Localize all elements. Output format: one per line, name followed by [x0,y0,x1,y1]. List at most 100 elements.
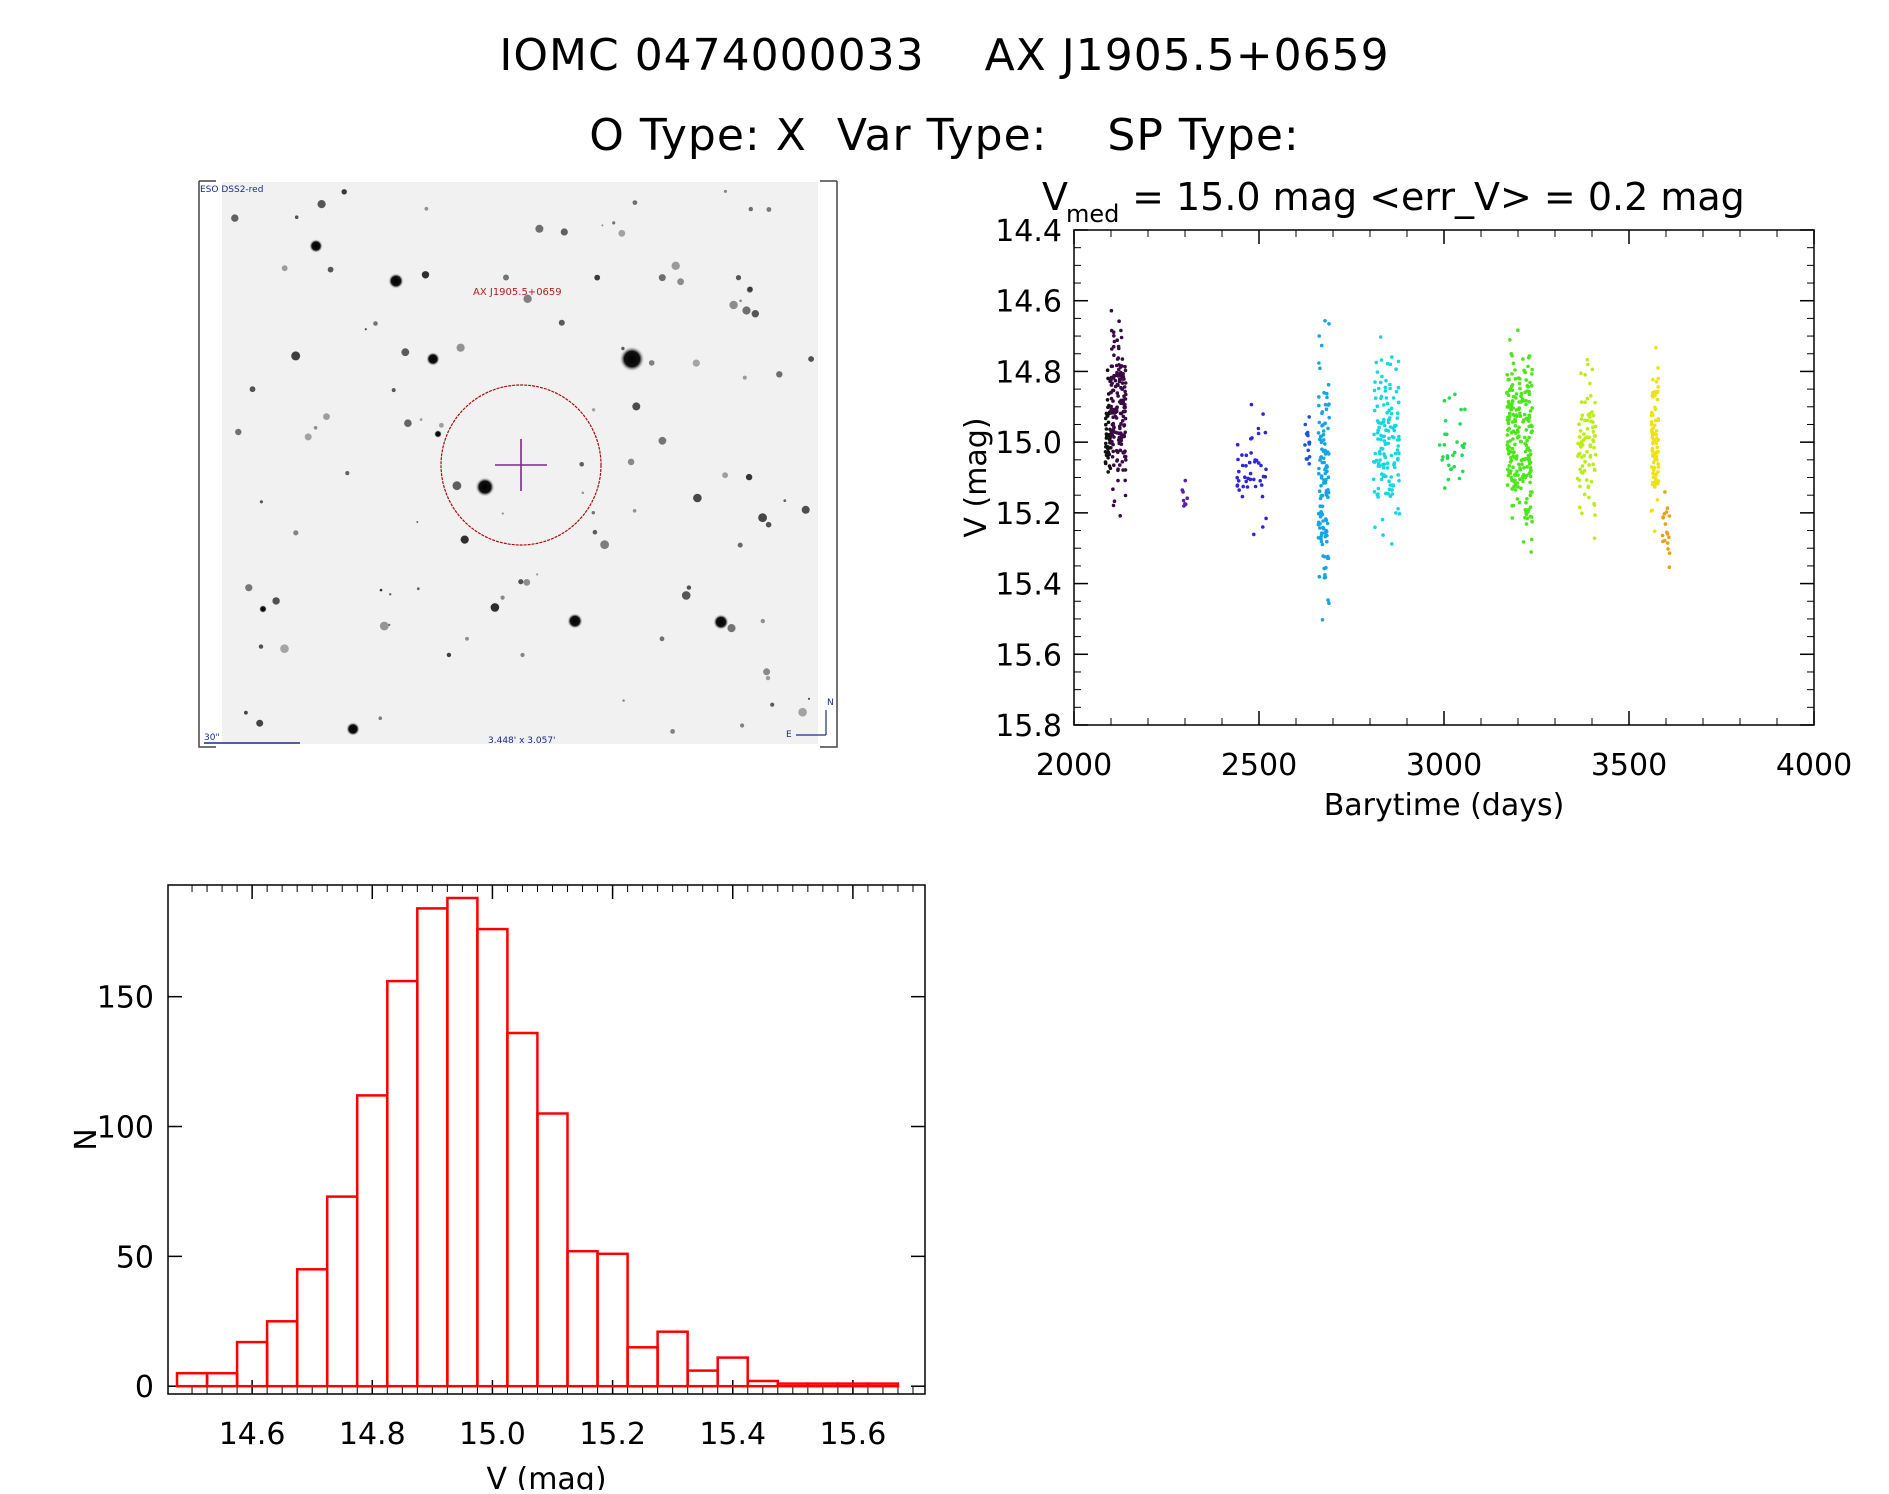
data-point [1373,396,1378,400]
data-point [1316,536,1321,540]
star [765,675,771,681]
data-point [1375,404,1380,408]
data-point [1508,450,1513,454]
data-point [1393,451,1398,456]
data-point [1451,453,1455,458]
data-point [1252,532,1256,537]
data-point [1579,445,1583,449]
data-point [1235,442,1240,447]
data-point [1106,456,1110,460]
data-point [1316,431,1321,435]
data-point [1396,359,1401,364]
data-point [1376,495,1380,499]
data-point [1662,538,1667,543]
data-point [1387,479,1391,484]
x-tick-label: 2000 [1036,748,1112,783]
data-point [1181,498,1186,503]
data-point [1507,426,1511,431]
data-point [1323,442,1327,446]
data-point [1514,392,1519,396]
data-point [1517,425,1521,430]
data-point [1578,467,1582,472]
star [760,618,765,624]
data-point [1592,445,1596,450]
star [770,702,775,707]
data-point [1397,451,1401,456]
data-point [1511,412,1515,417]
north-label: N [827,698,834,708]
data-point [1252,477,1256,482]
data-point [1307,462,1311,466]
data-point [1656,385,1660,389]
star [742,375,747,380]
data-point [1373,380,1377,384]
data-point [1437,443,1442,447]
star [460,535,469,544]
data-point [1588,443,1593,447]
data-point [1508,406,1513,410]
data-point [1519,458,1524,463]
data-point [1529,550,1533,554]
star [591,511,595,515]
data-point [1440,458,1444,462]
star [452,481,462,491]
data-point [1527,424,1531,429]
data-point [1654,380,1659,384]
data-point [1576,454,1580,458]
data-point [1656,366,1660,370]
data-point [1522,412,1527,417]
data-point [1385,461,1390,466]
data-point [1389,406,1394,411]
data-point [1320,410,1325,414]
y-tick-label: 15.0 [995,426,1062,461]
data-point [1372,432,1376,437]
data-point [1325,395,1329,400]
histogram-bar [566,1249,599,1388]
target-circle [440,384,602,546]
data-point [1585,396,1590,401]
data-point [1236,457,1240,462]
data-point [1120,419,1125,423]
data-point [1123,402,1127,407]
data-point [1320,542,1325,547]
histogram-bar [806,1382,840,1388]
data-point [1317,420,1322,425]
data-point [1590,367,1595,372]
data-point [1263,430,1268,435]
data-point [1654,429,1659,433]
data-point [1516,407,1521,411]
data-point [1510,420,1515,424]
data-point [1593,400,1597,405]
star [416,521,419,523]
data-point [1321,519,1325,523]
data-point [1320,424,1324,428]
data-point [1386,418,1391,422]
star [294,215,299,219]
data-point [1395,416,1400,420]
data-point [1112,424,1116,429]
data-point [1513,417,1517,422]
data-point [1116,356,1121,360]
data-point [1372,460,1377,464]
data-point [1651,395,1655,399]
data-point [1114,448,1119,453]
data-point [1111,449,1115,454]
data-point [1523,516,1527,520]
data-point [1123,468,1128,472]
data-point [1104,427,1109,431]
star [389,593,392,596]
data-point [1515,497,1520,501]
data-point [1593,424,1598,429]
data-point [1324,407,1329,411]
data-point [1121,371,1125,376]
data-point [1528,448,1532,453]
data-point [1515,435,1520,440]
star [439,422,444,428]
data-point [1259,463,1263,468]
histogram-bar [746,1379,780,1388]
data-point [1580,413,1585,418]
data-point [1523,390,1527,395]
star [416,587,420,591]
data-point [1660,533,1665,538]
data-point [1518,467,1523,472]
